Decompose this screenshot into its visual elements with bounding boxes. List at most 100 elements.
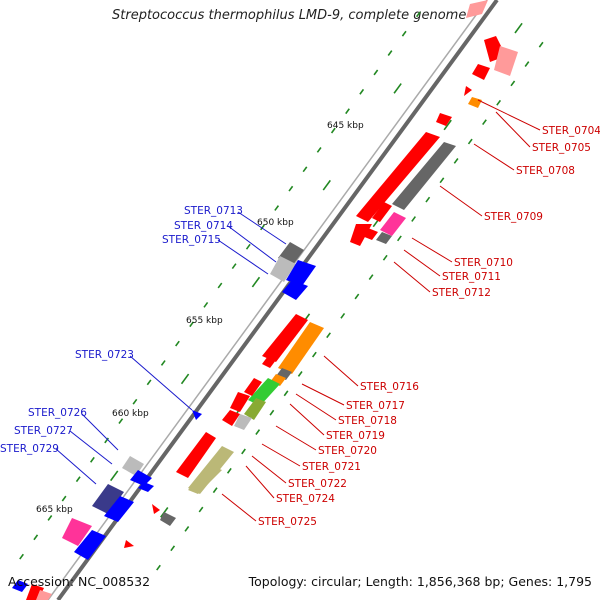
label-STER_0714[interactable]: STER_0714: [174, 220, 233, 232]
gene-pink-bottom: [36, 590, 52, 600]
track-tick: [269, 409, 275, 416]
track-tick: [354, 293, 360, 300]
label-STER_0722[interactable]: STER_0722: [288, 478, 347, 490]
gene-blue-d: [74, 530, 106, 560]
track-tick: [396, 235, 402, 242]
track-tick: [297, 371, 303, 377]
gene-red-i: [244, 378, 262, 396]
label-STER_0708[interactable]: STER_0708: [516, 165, 575, 177]
track-tick: [283, 390, 289, 397]
forward-genes: [124, 36, 518, 548]
track-tick: [302, 166, 308, 173]
track-tick: [482, 119, 487, 126]
gene-pink-top: [466, 0, 488, 18]
track-tick: [260, 224, 265, 231]
track-tick: [203, 301, 209, 308]
gene-red-j: [152, 504, 160, 514]
label-STER_0720[interactable]: STER_0720: [318, 445, 377, 457]
gene-red-h: [230, 392, 250, 412]
label-STER_0711[interactable]: STER_0711: [442, 271, 501, 283]
track-tick: [425, 196, 431, 203]
track-tick: [373, 69, 379, 76]
track-tick: [156, 564, 161, 571]
label-STER_0721[interactable]: STER_0721: [302, 461, 361, 473]
gene-red-e: [350, 224, 372, 246]
track-tick: [241, 448, 246, 455]
track-tick: [160, 360, 166, 366]
label-STER_0727[interactable]: STER_0727: [14, 425, 73, 437]
gene-gray-a: [160, 512, 176, 526]
gene-STER_0727: [130, 470, 152, 486]
track-tick: [524, 61, 530, 67]
track-tick: [330, 127, 336, 134]
track-tick: [514, 22, 523, 34]
track-tick: [217, 282, 223, 289]
label-STER_0717[interactable]: STER_0717: [346, 400, 405, 412]
label-STER_0725[interactable]: STER_0725: [258, 516, 317, 528]
track-tick: [19, 553, 24, 560]
label-STER_0726[interactable]: STER_0726: [28, 407, 87, 419]
gene-STER_0729: [92, 484, 124, 514]
gene-red-k: [124, 540, 134, 548]
gene-STER_0721: [234, 414, 252, 430]
gene-blue-b: [138, 482, 154, 492]
tick-track: [19, 11, 544, 571]
label-STER_0712[interactable]: STER_0712: [432, 287, 491, 299]
label-STER_0724[interactable]: STER_0724: [276, 493, 335, 505]
gene-orange-a: [468, 97, 482, 108]
gene-STER_0725: [188, 466, 222, 494]
scale-labels: 645 kbp 650 kbp 655 kbp 660 kbp 665 kbp: [36, 121, 364, 515]
gene-STER_0716: [278, 322, 324, 374]
track-tick: [387, 50, 393, 56]
track-tick: [189, 321, 195, 328]
track-tick: [411, 216, 417, 222]
label-STER_0713[interactable]: STER_0713: [184, 205, 243, 217]
track-tick: [368, 274, 374, 281]
gene-blue-a: [282, 280, 308, 300]
gene-red-f: [262, 314, 308, 362]
gene-red-g: [262, 356, 276, 368]
track-tick: [118, 418, 124, 424]
gene-blue-bottom: [12, 580, 28, 592]
track-tick: [75, 476, 81, 483]
reverse-genes: [12, 0, 488, 600]
right-gene-labels: STER_0704 STER_0705 STER_0708 STER_0709 …: [258, 125, 600, 528]
track-tick: [538, 41, 544, 48]
label-STER_0729[interactable]: STER_0729: [0, 443, 59, 455]
right-leader-lines: [221, 99, 541, 522]
label-STER_0704[interactable]: STER_0704: [542, 125, 600, 137]
label-STER_0710[interactable]: STER_0710: [454, 257, 513, 269]
track-tick: [415, 11, 421, 18]
kbp-665: 665 kbp: [36, 505, 73, 515]
track-tick: [146, 379, 152, 386]
label-STER_0705[interactable]: STER_0705: [532, 142, 591, 154]
track-tick: [496, 99, 502, 106]
kbp-660: 660 kbp: [112, 409, 149, 419]
gene-red-b: [464, 86, 472, 96]
track-tick: [274, 205, 280, 211]
label-STER_0718[interactable]: STER_0718: [338, 415, 397, 427]
track-tick: [345, 108, 350, 115]
label-STER_0716[interactable]: STER_0716: [360, 381, 419, 393]
accession-text: Accession: NC_008532: [8, 574, 151, 589]
track-tick: [170, 545, 176, 552]
gene-STER_0720: [244, 398, 266, 420]
label-STER_0709[interactable]: STER_0709: [484, 211, 543, 223]
track-tick: [439, 177, 445, 184]
track-tick: [212, 487, 218, 494]
gene-STER_0714: [270, 256, 296, 282]
label-STER_0719[interactable]: STER_0719: [326, 430, 385, 442]
track-tick: [453, 158, 459, 164]
gene-STER_0710: [380, 212, 406, 236]
label-STER_0723[interactable]: STER_0723: [75, 349, 134, 361]
track-tick: [393, 83, 402, 94]
track-tick: [326, 332, 331, 339]
label-STER_0715[interactable]: STER_0715: [162, 234, 221, 246]
track-tick: [316, 147, 322, 153]
genome-title: Streptococcus thermophilus LMD-9, comple…: [112, 8, 467, 23]
track-tick: [311, 351, 317, 358]
track-tick: [510, 80, 516, 87]
kbp-645: 645 kbp: [327, 121, 364, 131]
gene-STER_0712: [362, 228, 378, 240]
